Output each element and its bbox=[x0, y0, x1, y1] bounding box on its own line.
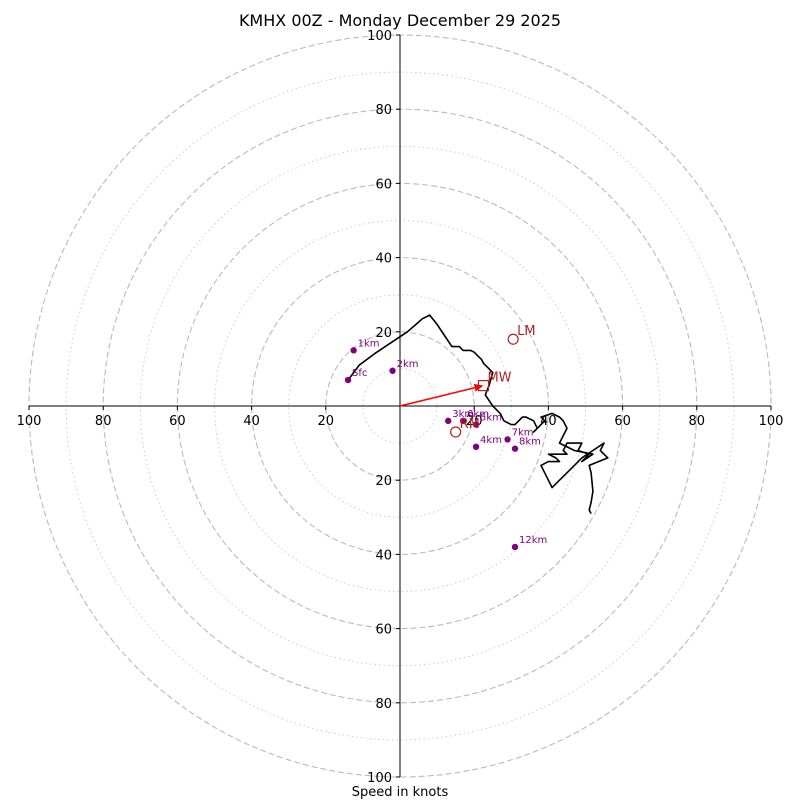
axis-ticks bbox=[28, 34, 772, 778]
y-tick-label: 40 bbox=[375, 252, 392, 267]
x-tick-label: 80 bbox=[689, 414, 706, 429]
height-marker-dot bbox=[504, 436, 511, 443]
x-tick-label: 60 bbox=[614, 414, 631, 429]
motion-marker-label: LM bbox=[517, 324, 535, 339]
y-tick-label: 20 bbox=[375, 474, 392, 489]
height-marker-dot bbox=[350, 347, 357, 354]
motion-marker-square bbox=[477, 379, 490, 392]
motion-marker-label: MW bbox=[487, 371, 511, 386]
motion-marker-circle bbox=[507, 333, 519, 345]
height-marker-dot bbox=[459, 417, 467, 425]
y-tick-label: 40 bbox=[375, 548, 392, 563]
hodograph-trace bbox=[347, 314, 609, 514]
height-marker-dot bbox=[511, 445, 519, 452]
x-tick-label: 100 bbox=[759, 414, 784, 429]
shear-vector-line bbox=[399, 386, 475, 407]
height-marker-label: 4km bbox=[480, 435, 502, 446]
height-marker-dot bbox=[472, 421, 480, 428]
storm-motion-markers: LM MW RM bbox=[450, 324, 536, 438]
y-tick-label: 100 bbox=[367, 29, 392, 44]
height-marker-dot bbox=[445, 417, 452, 425]
motion-marker-label: RM bbox=[460, 417, 480, 432]
height-marker-label: 2km bbox=[397, 359, 419, 370]
y-tick-label: 20 bbox=[375, 326, 392, 341]
height-marker-label: Sfc bbox=[352, 368, 367, 379]
height-marker-dot bbox=[389, 367, 396, 374]
axis-tick-labels: 100 80 60 40 20 20 40 60 80 100100806040202040608… bbox=[17, 29, 784, 786]
x-tick-label: 40 bbox=[243, 414, 260, 429]
height-marker-dot bbox=[344, 376, 352, 384]
motion-marker-circle bbox=[450, 426, 462, 438]
height-marker-label: 1km bbox=[358, 338, 380, 349]
x-tick-label: 60 bbox=[169, 414, 186, 429]
height-marker-label: 3km bbox=[452, 409, 474, 420]
height-marker-label: 8km bbox=[519, 437, 541, 448]
height-marker-label: 12km bbox=[519, 535, 547, 546]
chart-title: KMHX 00Z - Monday December 29 2025 bbox=[239, 11, 561, 30]
x-tick-label: 20 bbox=[318, 414, 335, 429]
x-tick-label: 40 bbox=[540, 414, 557, 429]
height-marker-label: 6km bbox=[467, 409, 489, 420]
height-marker-dot bbox=[472, 443, 480, 451]
x-axis-label: Speed in knots bbox=[352, 785, 449, 800]
y-tick-label: 80 bbox=[375, 103, 392, 118]
x-tick-label: 80 bbox=[95, 414, 112, 429]
height-marker-dot bbox=[511, 543, 519, 551]
height-marker-label: 7km bbox=[512, 427, 534, 438]
y-tick-label: 80 bbox=[375, 697, 392, 712]
x-tick-label: 100 bbox=[17, 414, 42, 429]
height-marker-label: 5km bbox=[480, 413, 502, 424]
y-tick-label: 100 bbox=[367, 771, 392, 786]
y-tick-label: 60 bbox=[375, 177, 392, 192]
y-tick-label: 60 bbox=[375, 623, 392, 638]
